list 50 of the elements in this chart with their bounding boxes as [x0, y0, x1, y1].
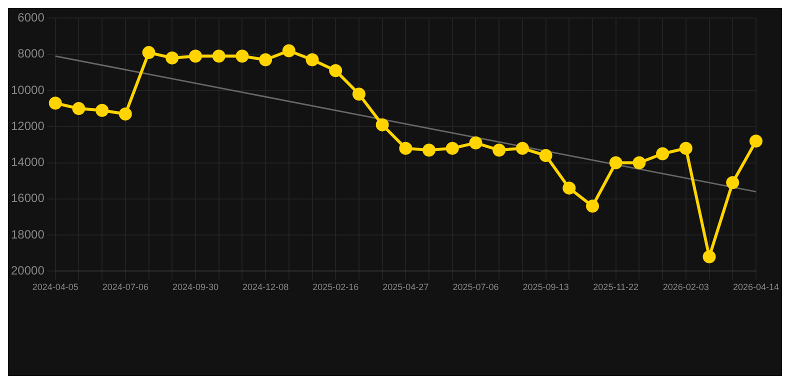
point: [656, 147, 670, 160]
point: [469, 136, 482, 150]
point: [562, 182, 576, 195]
y-tick-label: 18000: [10, 227, 45, 242]
point: [212, 50, 226, 63]
point: [306, 53, 319, 66]
y-tick-label: 12000: [10, 118, 45, 133]
y-tick-label: 16000: [10, 191, 45, 206]
x-tick-label: 2025-11-22: [593, 282, 639, 292]
point: [142, 46, 156, 60]
point: [282, 44, 296, 58]
point: [609, 156, 622, 170]
y-tick-label: 20000: [10, 264, 45, 278]
y-tick-label: 6000: [18, 10, 45, 25]
point: [492, 144, 506, 157]
y-tick-label: 10000: [10, 82, 45, 97]
x-tick-label: 2026-04-14: [732, 282, 780, 292]
point: [516, 142, 529, 155]
x-tick-label: 2025-04-27: [382, 282, 429, 292]
x-tick-label: 2026-02-03: [662, 282, 709, 292]
point: [586, 200, 600, 213]
point: [539, 149, 552, 162]
point: [679, 142, 692, 155]
point: [376, 118, 389, 132]
x-tick-label: 2025-09-13: [522, 282, 569, 292]
y-tick-label: 14000: [10, 155, 45, 170]
point: [352, 88, 366, 101]
x-tick-label: 2024-04-05: [32, 282, 78, 292]
x-tick-label: 2025-07-06: [452, 282, 499, 292]
point: [329, 64, 342, 78]
point: [96, 104, 109, 117]
y-tick-label: 8000: [18, 46, 45, 61]
point: [749, 134, 762, 148]
point: [259, 53, 272, 66]
point: [702, 250, 716, 264]
point: [72, 102, 86, 116]
point: [632, 156, 646, 170]
point: [166, 51, 179, 64]
x-tick-label: 2024-07-06: [102, 282, 148, 292]
point: [446, 142, 459, 155]
point: [399, 142, 412, 155]
point: [118, 107, 132, 120]
point: [726, 176, 740, 190]
point: [48, 96, 62, 110]
point: [188, 50, 202, 63]
x-tick-label: 2024-12-08: [242, 282, 289, 292]
point: [422, 144, 436, 157]
x-tick-label: 2025-02-16: [312, 282, 359, 292]
point: [236, 50, 249, 63]
x-tick-label: 2024-09-30: [172, 282, 219, 292]
